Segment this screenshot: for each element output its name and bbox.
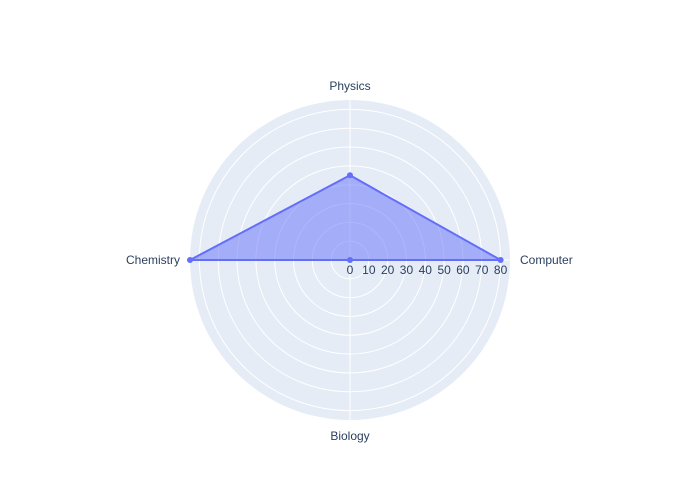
- angular-tick-labels: Computer Physics Chemistry Biology: [126, 79, 573, 443]
- radial-tick-label: 80: [494, 263, 508, 277]
- radial-tick-label: 20: [381, 263, 395, 277]
- radial-tick-label: 30: [400, 263, 414, 277]
- radial-tick-label: 40: [419, 263, 433, 277]
- category-label: Biology: [330, 429, 369, 443]
- series-layer: [187, 172, 504, 263]
- radial-tick-label: 70: [475, 263, 489, 277]
- radial-tick-labels: 0 10 20 30 40 50 60 70 80: [347, 263, 508, 277]
- data-point: [187, 257, 193, 263]
- data-point: [497, 257, 504, 263]
- radial-tick-label: 10: [362, 263, 376, 277]
- radial-tick-label: 60: [456, 263, 470, 277]
- category-label: Chemistry: [126, 253, 180, 267]
- category-label: Computer: [520, 253, 573, 267]
- data-point: [347, 172, 353, 179]
- data-point: [347, 257, 353, 263]
- radial-tick-label: 50: [437, 263, 451, 277]
- radial-tick-label: 0: [347, 263, 354, 277]
- category-label: Physics: [329, 79, 370, 93]
